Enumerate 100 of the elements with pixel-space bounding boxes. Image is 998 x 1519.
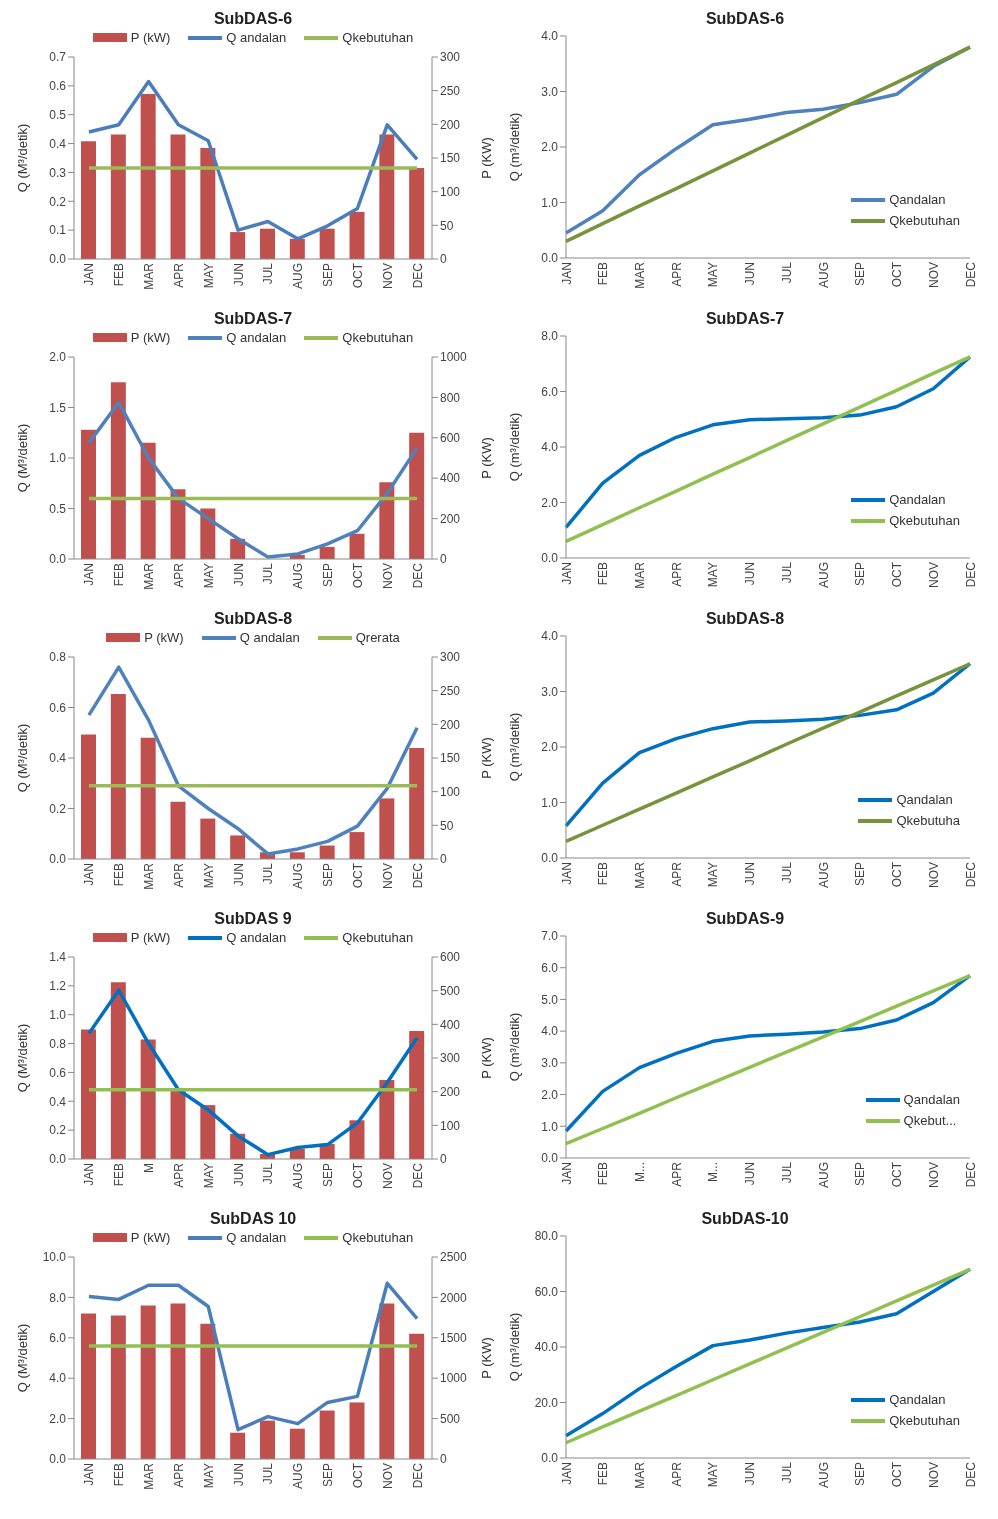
bar (230, 835, 246, 859)
legend-label: Qkebutuha (896, 813, 960, 828)
x-tick-label: JUL (261, 1462, 276, 1485)
bar (260, 1420, 275, 1459)
x-tick-label: JAN (82, 863, 97, 886)
x-tick-label: JUN (743, 1462, 758, 1486)
y-tick-label: 8.0 (541, 329, 559, 344)
y2-tick-label: 500 (440, 1411, 461, 1426)
legend-label: P (kW) (130, 930, 171, 945)
x-tick-label: JUL (779, 261, 794, 284)
x-tick-label: SEP (853, 262, 868, 287)
x-tick-label: JAN (82, 563, 97, 586)
bar (140, 442, 156, 559)
y-tick-label: 6.0 (541, 960, 559, 975)
y2-tick-label: 100 (440, 784, 461, 799)
y-tick-label: 0.0 (541, 1451, 559, 1466)
x-tick-label: JUL (261, 262, 276, 285)
y2-tick-label: 300 (440, 650, 461, 665)
y-tick-label: 1.4 (49, 950, 67, 965)
y-tick-label: 0.1 (49, 223, 67, 238)
bar (170, 1089, 186, 1159)
x-tick-label: JUN (231, 563, 246, 587)
legend-label: Qandalan (889, 492, 946, 507)
y2-tick-label: 150 (440, 751, 461, 766)
x-tick-label: JAN (82, 263, 97, 286)
x-tick-label: FEB (112, 563, 127, 587)
y2-tick-label: 600 (440, 950, 461, 965)
bar (81, 1029, 96, 1159)
chart-title: SubDAS-10 (700, 1209, 790, 1228)
legend-label: Q andalan (226, 1230, 287, 1245)
y-tick-label: 0.4 (49, 1094, 67, 1109)
bar (110, 1315, 126, 1459)
x-tick-label: JUN (743, 862, 758, 886)
x-tick-label: JAN (82, 1163, 97, 1186)
legend-label: Qkebutuhan (342, 330, 414, 345)
x-tick-label: OCT (350, 1162, 365, 1189)
x-tick-label: FEB (112, 263, 127, 287)
bar (200, 1105, 216, 1159)
legend-label: Qkebut... (903, 1113, 957, 1128)
y-tick-label: 2.0 (541, 1087, 559, 1102)
bar (379, 798, 395, 859)
x-tick-label: OCT (890, 561, 905, 588)
bar (409, 1333, 425, 1459)
x-tick-label: SEP (853, 862, 868, 887)
x-tick-label: APR (171, 1462, 186, 1488)
x-tick-label: APR (669, 1161, 684, 1187)
y-tick-label: 1.5 (49, 400, 67, 415)
x-tick-label: APR (171, 1162, 186, 1188)
y-axis-title: Q (m³/detik) (506, 712, 522, 782)
y2-tick-label: 150 (440, 151, 461, 166)
bar (110, 382, 126, 559)
x-tick-label: OCT (890, 1161, 905, 1188)
y-tick-label: 7.0 (541, 929, 559, 944)
x-tick-label: AUG (816, 262, 831, 289)
bar (260, 228, 275, 259)
y-tick-label: 4.0 (49, 1371, 67, 1386)
x-tick-label: DEC (963, 861, 978, 888)
y2-tick-label: 200 (440, 717, 461, 732)
bar (349, 832, 365, 859)
y-tick-label: 0.6 (49, 79, 67, 94)
y-tick-label: 3.0 (541, 1056, 559, 1071)
bar (230, 232, 246, 259)
x-tick-label: APR (669, 561, 684, 587)
x-tick-label: FEB (596, 262, 611, 286)
legend-label: Q andalan (226, 30, 287, 45)
y-axis-title: Q (M³/detik) (14, 723, 30, 793)
bar (289, 1428, 305, 1459)
bar (349, 533, 365, 559)
y2-tick-label: 200 (440, 117, 461, 132)
bar (110, 134, 126, 259)
x-tick-label: APR (669, 261, 684, 287)
y-tick-label: 0.0 (49, 1152, 67, 1167)
y-tick-label: 1.0 (49, 451, 67, 466)
x-tick-label: JUL (779, 861, 794, 884)
x-tick-label: JAN (559, 1162, 574, 1185)
bar (319, 546, 335, 559)
x-tick-label: JAN (559, 862, 574, 885)
bar (81, 429, 96, 559)
x-tick-label: AUG (816, 562, 831, 589)
bar (409, 1031, 425, 1159)
x-tick-label: DEC (963, 261, 978, 288)
y-tick-label: 4.0 (541, 440, 559, 455)
y-tick-label: 1.0 (541, 1119, 559, 1134)
legend-label: Qandalan (896, 792, 953, 807)
x-tick-label: JUN (231, 263, 246, 287)
y-tick-label: 2.0 (541, 495, 559, 510)
x-tick-label: AUG (816, 862, 831, 889)
y-tick-label: 5.0 (541, 992, 559, 1007)
x-tick-label: FEB (112, 863, 127, 887)
bar (289, 238, 305, 259)
legend-label: Qkebutuhan (889, 513, 960, 528)
x-tick-label: JUN (231, 1463, 246, 1487)
y2-tick-label: 500 (440, 983, 461, 998)
bar (200, 818, 216, 859)
x-tick-label: JUL (779, 1461, 794, 1484)
bar (81, 734, 96, 859)
x-tick-label: NOV (380, 263, 395, 290)
y-tick-label: 6.0 (541, 384, 559, 399)
y2-tick-label: 1000 (440, 1371, 468, 1386)
y-tick-label: 0.2 (49, 194, 67, 209)
